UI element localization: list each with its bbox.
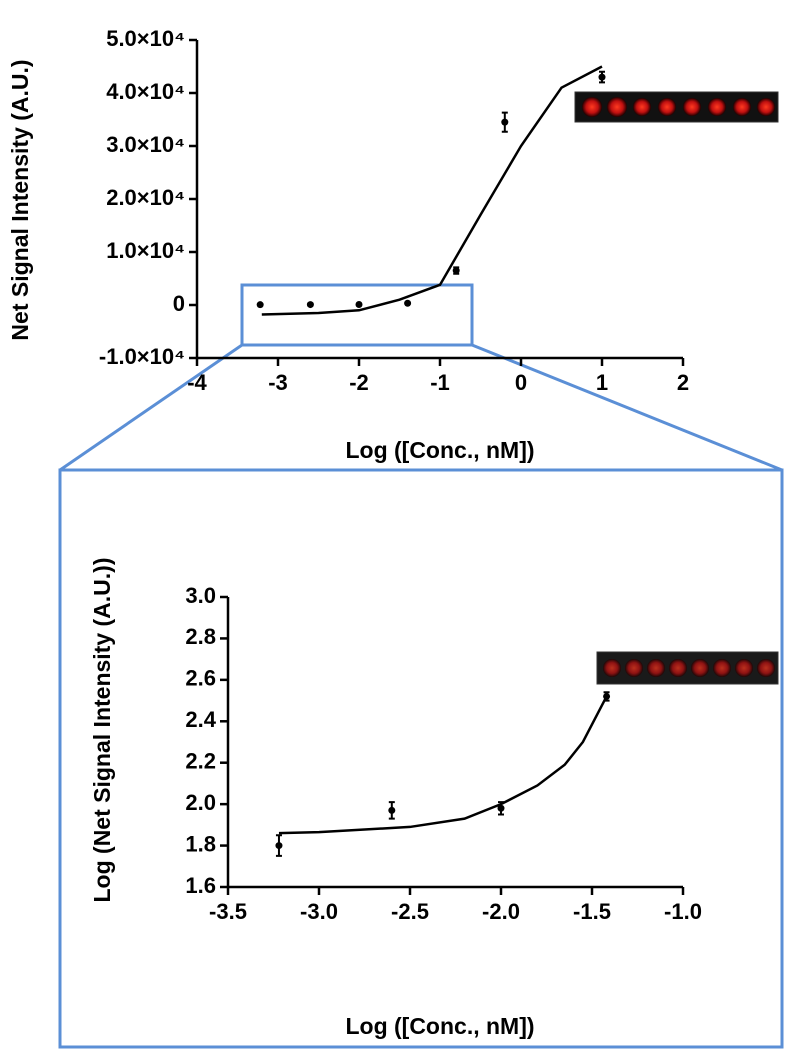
x-tick-label: -1.0 [664,899,702,924]
y-tick-label: 3.0×10⁴ [106,132,185,157]
x-tick-label: -1.5 [573,899,611,924]
zoom-indicator [58,283,784,1049]
fit-curve [261,65,603,316]
y-tick-label: 1.0×10⁴ [106,238,185,263]
fit-curve [278,695,608,835]
x-tick-label: -3.5 [209,899,247,924]
x-tick-label: -1 [430,370,450,395]
y-tick-label: 2.0×10⁴ [106,185,185,210]
x-tick-label: -3.0 [300,899,338,924]
x-axis-title: Log ([Conc., nM]) [345,437,534,463]
y-tick-label: 2.0 [185,790,216,815]
x-tick-label: -2.5 [391,899,429,924]
data-point [388,806,396,814]
spot-image-bottom [596,651,779,685]
data-point [275,842,283,850]
y-tick-label: -1.0×10⁴ [99,344,185,369]
y-tick-label: 2.2 [185,749,216,774]
data-point [256,301,264,309]
x-axis-title: Log ([Conc., nM]) [345,1013,534,1039]
y-tick-label: 1.6 [185,873,216,898]
y-tick-label: 3.0 [185,583,216,608]
y-tick-label: 0 [173,291,185,316]
data-point [306,301,314,309]
x-tick-label: 0 [515,370,527,395]
y-axis-title: Log (Net Signal Intensity (A.U.)) [89,558,115,903]
x-tick-label: -2.0 [482,899,520,924]
y-tick-label: 2.6 [185,666,216,691]
x-tick-label: -3 [268,370,288,395]
y-tick-label: 2.8 [185,624,216,649]
data-point [404,299,412,307]
data-point [355,301,363,309]
y-tick-label: 1.8 [185,831,216,856]
spot-image-top [574,91,779,123]
y-tick-label: 4.0×10⁴ [106,79,185,104]
data-point [452,267,460,275]
data-point [497,804,505,812]
x-tick-label: 2 [677,370,689,395]
data-point [598,73,606,81]
y-axis-title: Net Signal Intensity (A.U.) [7,59,33,340]
data-point [501,118,509,126]
x-tick-label: 1 [596,370,608,395]
y-tick-label: 2.4 [185,707,216,732]
x-tick-label: -4 [187,370,207,395]
x-tick-label: -2 [349,370,369,395]
y-tick-label: 5.0×10⁴ [106,26,185,51]
